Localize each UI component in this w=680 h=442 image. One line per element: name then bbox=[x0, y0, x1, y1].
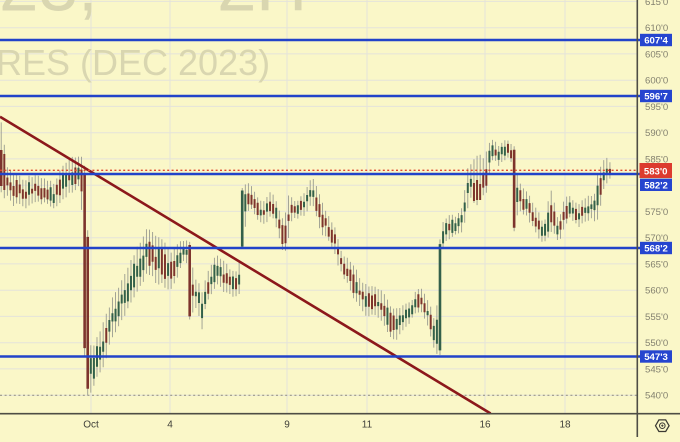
svg-text:600'0: 600'0 bbox=[645, 76, 668, 87]
svg-text:570'0: 570'0 bbox=[645, 233, 668, 244]
svg-text:2: 2 bbox=[217, 0, 257, 27]
svg-text:595'0: 595'0 bbox=[645, 102, 668, 113]
svg-text:9: 9 bbox=[284, 420, 290, 431]
svg-text:607'4: 607'4 bbox=[644, 36, 668, 47]
svg-text:H: H bbox=[256, 0, 307, 27]
svg-text:23,: 23, bbox=[0, 0, 98, 27]
svg-text:575'0: 575'0 bbox=[645, 207, 668, 218]
svg-text:560'0: 560'0 bbox=[645, 286, 668, 297]
svg-text:585'0: 585'0 bbox=[645, 154, 668, 165]
svg-text:582'2: 582'2 bbox=[644, 180, 668, 191]
svg-text:Oct: Oct bbox=[83, 420, 99, 431]
svg-text:550'0: 550'0 bbox=[645, 338, 668, 349]
svg-text:RES (DEC 2023): RES (DEC 2023) bbox=[0, 42, 270, 83]
svg-text:547'3: 547'3 bbox=[644, 352, 668, 363]
svg-text:555'0: 555'0 bbox=[645, 312, 668, 323]
svg-text:590'0: 590'0 bbox=[645, 128, 668, 139]
svg-text:16: 16 bbox=[479, 420, 491, 431]
svg-text:610'0: 610'0 bbox=[645, 23, 668, 34]
svg-text:540'0: 540'0 bbox=[645, 391, 668, 402]
svg-text:4: 4 bbox=[167, 420, 173, 431]
svg-text:615'0: 615'0 bbox=[645, 0, 668, 8]
svg-text:11: 11 bbox=[362, 420, 373, 431]
svg-text:596'7: 596'7 bbox=[644, 92, 668, 103]
svg-text:545'0: 545'0 bbox=[645, 364, 668, 375]
svg-text:583'0: 583'0 bbox=[644, 166, 668, 177]
svg-text:605'0: 605'0 bbox=[645, 49, 668, 60]
svg-text:565'0: 565'0 bbox=[645, 259, 668, 270]
svg-text:18: 18 bbox=[559, 420, 571, 431]
svg-text:568'2: 568'2 bbox=[644, 244, 668, 255]
